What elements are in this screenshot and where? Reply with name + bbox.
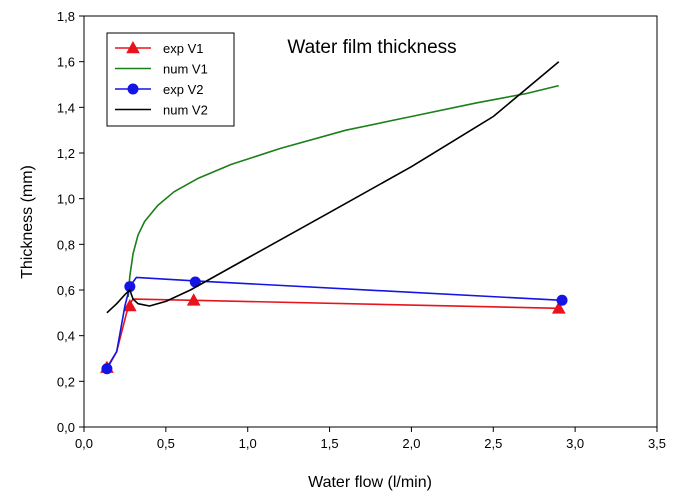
legend-label: exp V2: [163, 82, 203, 97]
legend-label: num V2: [163, 103, 208, 118]
x-tick-label: 1,5: [321, 436, 339, 451]
plot-frame: [83, 15, 658, 428]
y-tick-label: 1,2: [57, 146, 75, 161]
legend: exp V1 num V1 exp V2 num V2: [106, 32, 235, 127]
y-axis-title: Thickness (mm): [19, 165, 36, 279]
legend-item-exp-v1: exp V1: [115, 40, 203, 56]
chart-title: Water film thickness: [287, 37, 456, 58]
series-line-num-v2: [106, 61, 560, 314]
legend-item-num-v2: num V2: [115, 103, 208, 118]
series-num-v2: [106, 61, 560, 314]
legend-swatch-marker: [127, 83, 139, 95]
x-tick-label: 3,0: [566, 436, 584, 451]
data-point-exp-v2: [556, 294, 568, 306]
x-tick-label: 2,0: [402, 436, 420, 451]
x-tick-label: 2,5: [484, 436, 502, 451]
data-point-exp-v1: [186, 293, 201, 306]
x-tick-label: 0,5: [157, 436, 175, 451]
data-point-exp-v1: [122, 298, 137, 312]
y-tick-label: 1,8: [57, 9, 75, 24]
series-line-num-v1: [127, 84, 559, 297]
x-tick-label: 1,0: [239, 436, 257, 451]
x-tick-label: 0,0: [75, 436, 93, 451]
series-exp-v2: [101, 276, 568, 375]
y-tick-label: 0,2: [57, 374, 75, 389]
y-tick-label: 0,0: [57, 420, 75, 435]
x-axis-title: Water flow (l/min): [308, 474, 432, 491]
y-tick-label: 0,6: [57, 283, 75, 298]
y-tick-label: 0,8: [57, 237, 75, 252]
legend-item-num-v1: num V1: [115, 62, 208, 77]
y-tick-label: 1,0: [57, 192, 75, 207]
legend-label: num V1: [163, 62, 208, 77]
y-tick-label: 0,4: [57, 329, 75, 344]
data-point-exp-v1: [551, 301, 566, 314]
data-point-exp-v2: [101, 363, 113, 375]
y-tick-label: 1,4: [57, 100, 75, 115]
legend-label: exp V1: [163, 41, 203, 56]
legend-item-exp-v2: exp V2: [115, 82, 203, 97]
series-num-v1: [127, 84, 559, 297]
x-tick-label: 3,5: [648, 436, 666, 451]
y-tick-label: 1,6: [57, 55, 75, 70]
legend-swatch-marker: [126, 40, 140, 54]
